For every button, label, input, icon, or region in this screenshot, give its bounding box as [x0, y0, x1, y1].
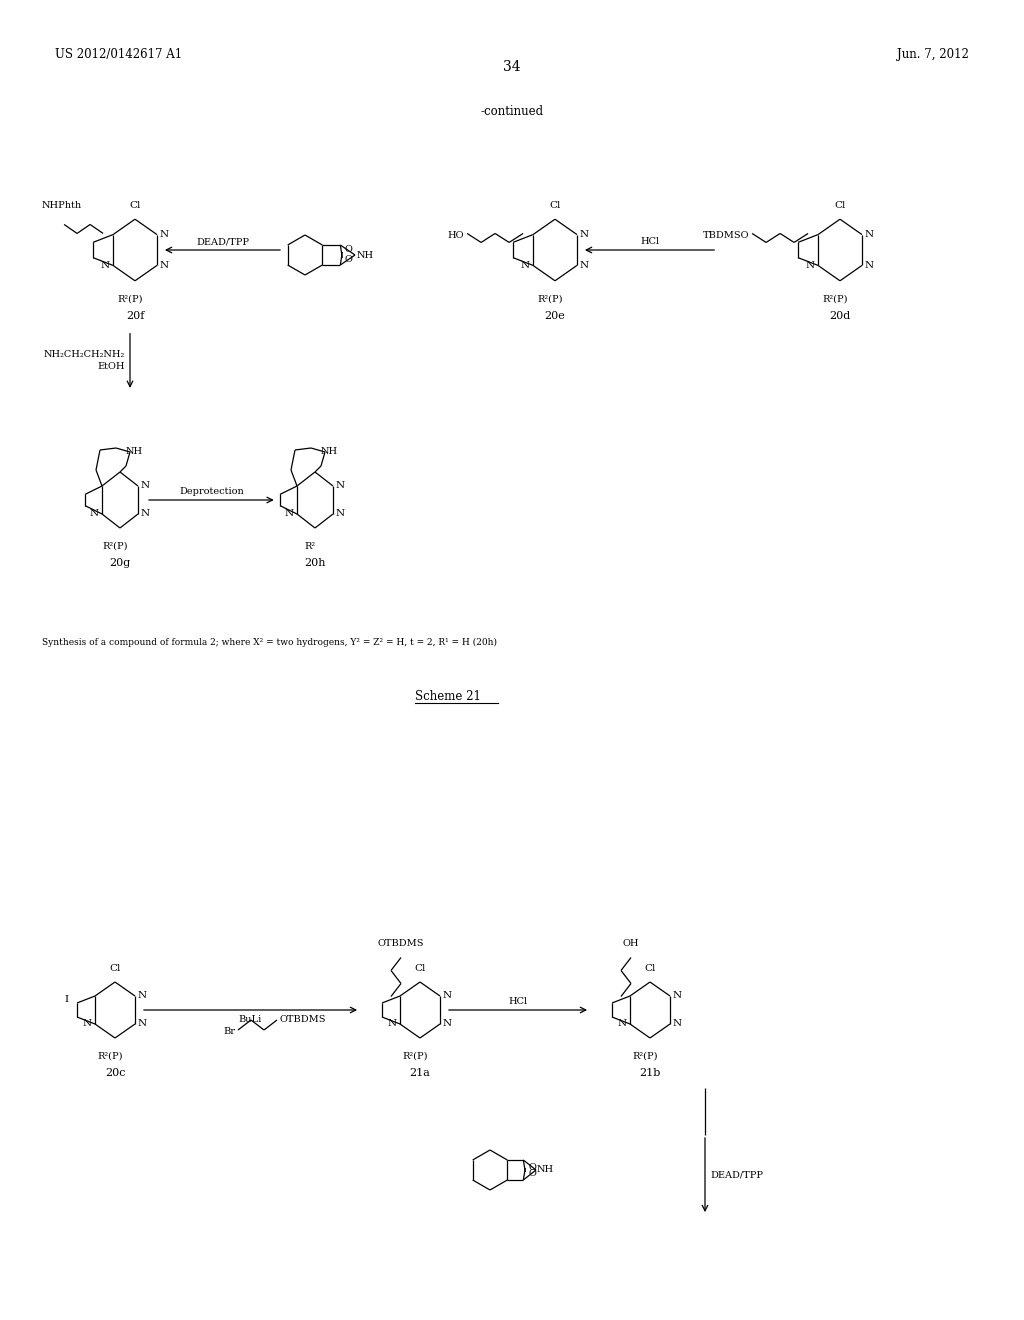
Text: OTBDMS: OTBDMS	[279, 1015, 326, 1024]
Text: DEAD/TPP: DEAD/TPP	[196, 238, 249, 247]
Text: N: N	[138, 991, 147, 1001]
Text: N: N	[580, 230, 589, 239]
Text: N: N	[101, 261, 110, 269]
Text: TBDMSO: TBDMSO	[702, 231, 750, 240]
Text: R²(P): R²(P)	[102, 543, 128, 550]
Text: Br: Br	[223, 1027, 234, 1036]
Text: I: I	[65, 995, 69, 1005]
Text: N: N	[141, 510, 151, 519]
Text: 20c: 20c	[104, 1068, 125, 1078]
Text: 20h: 20h	[304, 558, 326, 568]
Text: Cl: Cl	[644, 964, 655, 973]
Text: R²(P): R²(P)	[632, 1052, 657, 1061]
Text: 34: 34	[503, 59, 521, 74]
Text: N: N	[138, 1019, 147, 1028]
Text: Jun. 7, 2012: Jun. 7, 2012	[897, 48, 969, 61]
Text: 21a: 21a	[410, 1068, 430, 1078]
Text: N: N	[673, 991, 682, 1001]
Text: N: N	[521, 261, 530, 269]
Text: NH: NH	[126, 446, 143, 455]
Text: N: N	[336, 482, 345, 491]
Text: HCl: HCl	[509, 998, 527, 1006]
Text: EtOH: EtOH	[97, 362, 125, 371]
Text: NH: NH	[537, 1166, 554, 1175]
Text: Cl: Cl	[835, 201, 846, 210]
Text: 20d: 20d	[829, 310, 851, 321]
Text: Synthesis of a compound of formula 2; where X² = two hydrogens, Y² = Z² = H, t =: Synthesis of a compound of formula 2; wh…	[42, 638, 497, 647]
Text: 20f: 20f	[126, 310, 144, 321]
Text: Cl: Cl	[415, 964, 426, 973]
Text: Cl: Cl	[129, 201, 140, 210]
Text: -continued: -continued	[480, 106, 544, 117]
Text: O: O	[528, 1168, 537, 1177]
Text: N: N	[865, 230, 874, 239]
Text: US 2012/0142617 A1: US 2012/0142617 A1	[55, 48, 182, 61]
Text: Scheme 21: Scheme 21	[415, 690, 481, 704]
Text: HCl: HCl	[640, 238, 659, 247]
Text: N: N	[285, 510, 294, 519]
Text: R²(P): R²(P)	[402, 1052, 428, 1061]
Text: NH: NH	[357, 251, 374, 260]
Text: N: N	[141, 482, 151, 491]
Text: HO: HO	[447, 231, 464, 240]
Text: O: O	[344, 246, 352, 255]
Text: N: N	[160, 230, 169, 239]
Text: R²(P): R²(P)	[118, 294, 142, 304]
Text: N: N	[806, 261, 815, 269]
Text: OH: OH	[623, 939, 639, 948]
Text: BuLi: BuLi	[239, 1015, 262, 1024]
Text: N: N	[90, 510, 99, 519]
Text: NH₂CH₂CH₂NH₂: NH₂CH₂CH₂NH₂	[44, 350, 125, 359]
Text: N: N	[443, 1019, 453, 1028]
Text: N: N	[388, 1019, 397, 1028]
Text: 20g: 20g	[110, 558, 131, 568]
Text: OTBDMS: OTBDMS	[378, 939, 424, 948]
Text: O: O	[528, 1163, 537, 1172]
Text: N: N	[160, 261, 169, 269]
Text: N: N	[83, 1019, 92, 1028]
Text: N: N	[673, 1019, 682, 1028]
Text: R²(P): R²(P)	[822, 294, 848, 304]
Text: O: O	[344, 256, 352, 264]
Text: NHPhth: NHPhth	[42, 202, 82, 210]
Text: N: N	[336, 510, 345, 519]
Text: R²: R²	[304, 543, 315, 550]
Text: R²(P): R²(P)	[97, 1052, 123, 1061]
Text: N: N	[865, 261, 874, 269]
Text: N: N	[443, 991, 453, 1001]
Text: R²(P): R²(P)	[538, 294, 563, 304]
Text: Cl: Cl	[549, 201, 561, 210]
Text: 21b: 21b	[639, 1068, 660, 1078]
Text: DEAD/TPP: DEAD/TPP	[710, 1171, 763, 1180]
Text: Deprotection: Deprotection	[179, 487, 244, 496]
Text: N: N	[617, 1019, 627, 1028]
Text: Cl: Cl	[110, 964, 121, 973]
Text: NH: NH	[321, 446, 338, 455]
Text: N: N	[580, 261, 589, 269]
Text: 20e: 20e	[545, 310, 565, 321]
